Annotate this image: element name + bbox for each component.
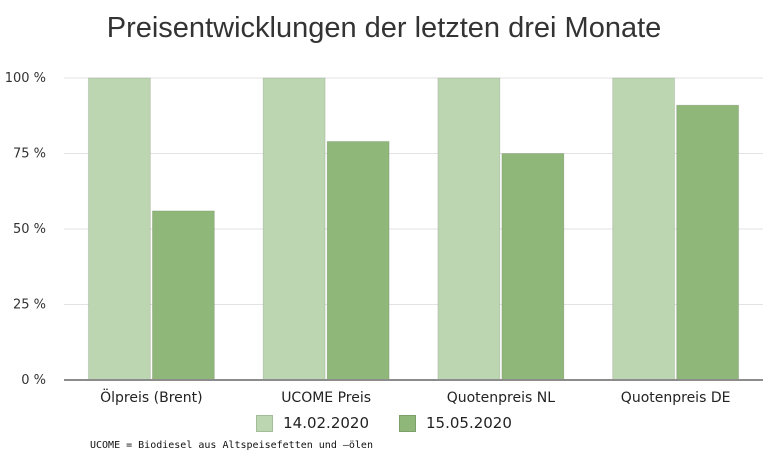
- chart-title: Preisentwicklungen der letzten drei Mona…: [106, 12, 662, 44]
- footnote: UCOME = Biodiesel aus Altspeisefetten un…: [90, 440, 373, 451]
- bar-2-4: [676, 104, 740, 381]
- y-tick-label: 50 %: [13, 222, 46, 237]
- x-category-label: Ölpreis (Brent): [100, 388, 202, 406]
- x-category-label: UCOME Preis: [281, 390, 371, 406]
- y-tick-label: 75 %: [13, 147, 46, 162]
- x-category-label: Quotenpreis DE: [621, 390, 731, 406]
- x-category-label: Quotenpreis NL: [447, 390, 555, 406]
- bar-2-1: [151, 210, 215, 381]
- y-tick-label: 0 %: [21, 373, 46, 388]
- bar-1-3: [437, 77, 501, 381]
- bar-chart: 0 % 25 % 50 % 75 % 100 % Ölpreis (Brent) UCOME…: [5, 71, 763, 406]
- legend-item-series-1: 14.02.2020: [256, 414, 369, 432]
- bar-1-1: [87, 77, 151, 381]
- legend-item-series-2: 15.05.2020: [399, 414, 512, 432]
- bar-1-4: [612, 77, 676, 381]
- chart-legend: 14.02.2020 15.05.2020: [0, 414, 768, 432]
- legend-label-series-1: 14.02.2020: [283, 414, 369, 432]
- bar-1-2: [262, 77, 326, 381]
- bar-2-2: [326, 140, 390, 381]
- y-tick-label: 100 %: [5, 71, 46, 86]
- y-tick-label: 25 %: [13, 298, 46, 313]
- legend-swatch-series-2: [399, 414, 416, 432]
- bar-2-3: [501, 153, 565, 381]
- legend-label-series-2: 15.05.2020: [426, 414, 512, 432]
- legend-swatch-series-1: [256, 414, 274, 432]
